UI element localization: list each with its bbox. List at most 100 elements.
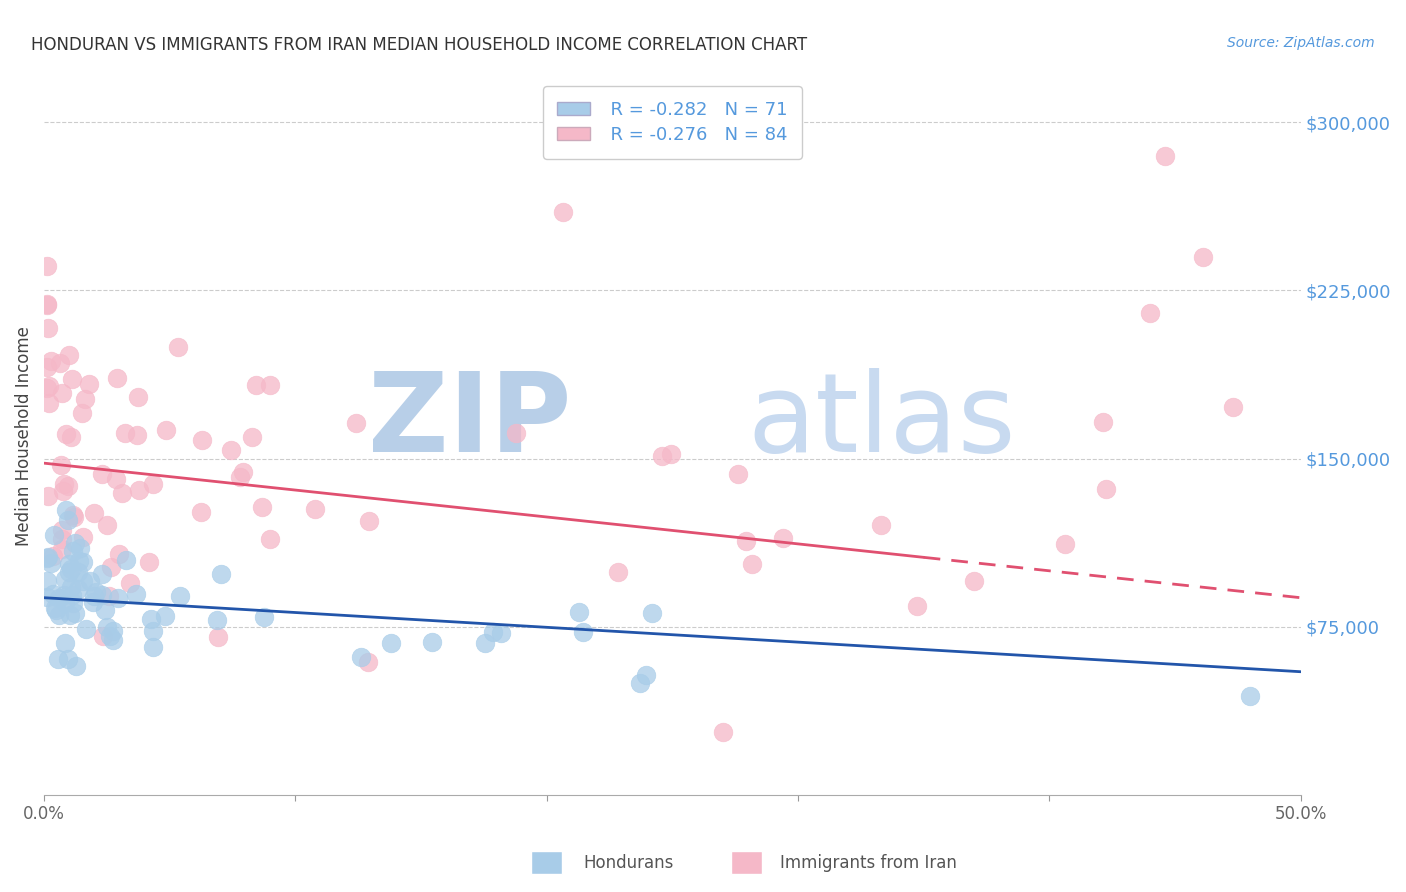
Point — [100, 560, 122, 574]
Point — [253, 609, 276, 624]
Point — [37, 550, 59, 565]
Point — [48, 607, 70, 622]
Point — [39, 556, 62, 570]
Point — [1192, 250, 1215, 264]
Point — [141, 612, 163, 626]
Point — [39, 354, 62, 368]
Point — [58, 479, 80, 493]
Point — [651, 449, 673, 463]
Text: HONDURAN VS IMMIGRANTS FROM IRAN MEDIAN HOUSEHOLD INCOME CORRELATION CHART: HONDURAN VS IMMIGRANTS FROM IRAN MEDIAN … — [31, 36, 807, 54]
Point — [245, 378, 267, 392]
Point — [607, 565, 630, 579]
Point — [75, 622, 97, 636]
Point — [1094, 482, 1116, 496]
Point — [142, 640, 165, 654]
Point — [72, 574, 94, 588]
Point — [711, 725, 734, 739]
Point — [111, 485, 134, 500]
Point — [482, 624, 505, 639]
Point — [127, 390, 149, 404]
Point — [66, 566, 89, 580]
Point — [420, 635, 443, 649]
Text: atlas: atlas — [748, 368, 1017, 475]
Point — [142, 477, 165, 491]
Point — [114, 425, 136, 440]
Point — [91, 588, 114, 602]
Point — [572, 624, 595, 639]
Point — [48, 591, 70, 605]
Point — [37, 590, 59, 604]
Point — [63, 509, 86, 524]
Point — [51, 533, 73, 547]
Point — [48, 356, 70, 370]
Point — [75, 392, 97, 407]
Point — [77, 377, 100, 392]
Point — [72, 555, 94, 569]
Text: Hondurans: Hondurans — [583, 855, 673, 872]
Point — [229, 470, 252, 484]
Point — [962, 574, 984, 588]
Point — [94, 602, 117, 616]
Point — [60, 372, 83, 386]
Point — [83, 590, 105, 604]
Point — [72, 530, 94, 544]
Point — [90, 566, 112, 581]
Point — [190, 505, 212, 519]
Point — [127, 427, 149, 442]
Point — [735, 534, 758, 549]
Point — [37, 489, 59, 503]
Point — [1222, 401, 1244, 415]
Text: Source: ZipAtlas.com: Source: ZipAtlas.com — [1227, 36, 1375, 50]
Point — [53, 596, 76, 610]
Point — [142, 624, 165, 638]
Point — [628, 675, 651, 690]
Point — [38, 379, 60, 393]
Point — [250, 500, 273, 514]
Point — [52, 589, 75, 603]
Point — [59, 430, 82, 444]
Point — [42, 587, 65, 601]
Point — [104, 472, 127, 486]
Point — [65, 606, 87, 620]
Point — [58, 557, 80, 571]
Point — [103, 624, 125, 638]
Point — [96, 620, 118, 634]
Point — [207, 630, 229, 644]
Point — [58, 565, 80, 579]
Point — [380, 636, 402, 650]
Point — [304, 502, 326, 516]
Point — [37, 574, 59, 588]
Point — [356, 655, 378, 669]
Point — [232, 466, 254, 480]
Point — [91, 467, 114, 482]
Point — [1153, 149, 1175, 163]
Point — [120, 575, 142, 590]
Point — [190, 434, 212, 448]
Point — [58, 513, 80, 527]
Point — [35, 297, 58, 311]
Point — [37, 321, 59, 335]
Point — [60, 562, 83, 576]
Point — [155, 423, 177, 437]
Point — [505, 425, 527, 440]
Point — [727, 467, 749, 482]
Point — [259, 378, 281, 392]
Point — [67, 554, 90, 568]
Point — [53, 636, 76, 650]
Point — [51, 542, 73, 557]
Point — [62, 544, 84, 558]
Point — [38, 395, 60, 409]
Point — [69, 541, 91, 556]
Legend:   R = -0.282   N = 71,   R = -0.276   N = 84: R = -0.282 N = 71, R = -0.276 N = 84 — [543, 87, 801, 159]
Point — [53, 476, 76, 491]
Point — [659, 447, 682, 461]
Point — [59, 608, 82, 623]
Point — [128, 483, 150, 497]
Point — [107, 591, 129, 606]
Text: Immigrants from Iran: Immigrants from Iran — [780, 855, 957, 872]
Point — [359, 514, 381, 528]
Point — [46, 652, 69, 666]
Point — [82, 595, 104, 609]
Point — [350, 650, 373, 665]
Point — [55, 427, 77, 442]
